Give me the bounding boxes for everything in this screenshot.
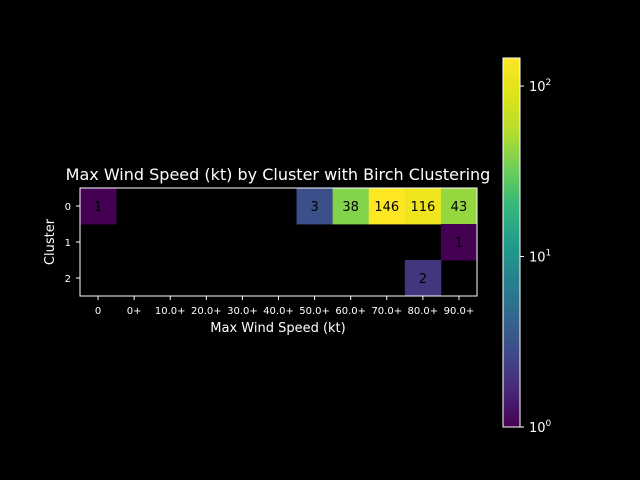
x-tick-label: 50.0+ bbox=[299, 306, 330, 317]
colorbar-tick-label: 101 bbox=[529, 249, 551, 266]
x-tick-label: 80.0+ bbox=[408, 306, 439, 317]
x-tick-label: 90.0+ bbox=[444, 306, 475, 317]
x-tick-label: 10.0+ bbox=[155, 306, 186, 317]
x-axis-ticks: 0 0+ 10.0+ 20.0+ 30.0+ 40.0+ 50.0+ 60.0+ 70.0+ 80… bbox=[95, 296, 474, 317]
x-tick-label: 0 bbox=[95, 306, 101, 317]
y-axis-ticks: 0 1 2 bbox=[65, 202, 80, 285]
cell-value-label: 3 bbox=[310, 200, 318, 215]
colorbar-tick-label: 102 bbox=[529, 78, 551, 95]
chart-title: Max Wind Speed (kt) by Cluster with Birc… bbox=[66, 165, 491, 184]
colorbar bbox=[502, 57, 521, 428]
x-tick-label: 30.0+ bbox=[227, 306, 258, 317]
heatmap-cell bbox=[368, 188, 406, 225]
cell-value-label: 1 bbox=[455, 236, 463, 251]
x-tick-label: 0+ bbox=[127, 306, 142, 317]
heatmap-cells: 1 3 38 146 116 43 1 2 bbox=[80, 188, 478, 297]
x-tick-label: 70.0+ bbox=[371, 306, 402, 317]
heatmap-cell bbox=[440, 188, 478, 225]
heatmap-cell bbox=[404, 260, 442, 297]
y-tick-label: 2 bbox=[65, 274, 71, 285]
cell-value-label: 116 bbox=[410, 200, 435, 215]
x-tick-label: 20.0+ bbox=[191, 306, 222, 317]
heatmap-cell bbox=[332, 188, 370, 225]
x-tick-label: 40.0+ bbox=[263, 306, 294, 317]
colorbar-ticks: 100 101 102 bbox=[520, 78, 552, 436]
x-axis-label: Max Wind Speed (kt) bbox=[210, 321, 345, 336]
heatmap-cell bbox=[296, 188, 334, 225]
cell-value-label: 38 bbox=[342, 200, 359, 215]
heatmap-cell bbox=[404, 188, 442, 225]
heatmap-cell bbox=[80, 188, 117, 225]
y-axis-label: Cluster bbox=[43, 218, 58, 265]
cell-value-label: 43 bbox=[451, 200, 468, 215]
cell-value-label: 146 bbox=[374, 200, 399, 215]
y-tick-label: 0 bbox=[65, 202, 71, 213]
y-tick-label: 1 bbox=[65, 238, 71, 249]
heatmap-cell bbox=[440, 224, 478, 261]
cell-value-label: 1 bbox=[94, 200, 102, 215]
cell-value-label: 2 bbox=[419, 272, 427, 287]
colorbar-tick-label: 100 bbox=[529, 419, 552, 436]
x-tick-label: 60.0+ bbox=[335, 306, 366, 317]
